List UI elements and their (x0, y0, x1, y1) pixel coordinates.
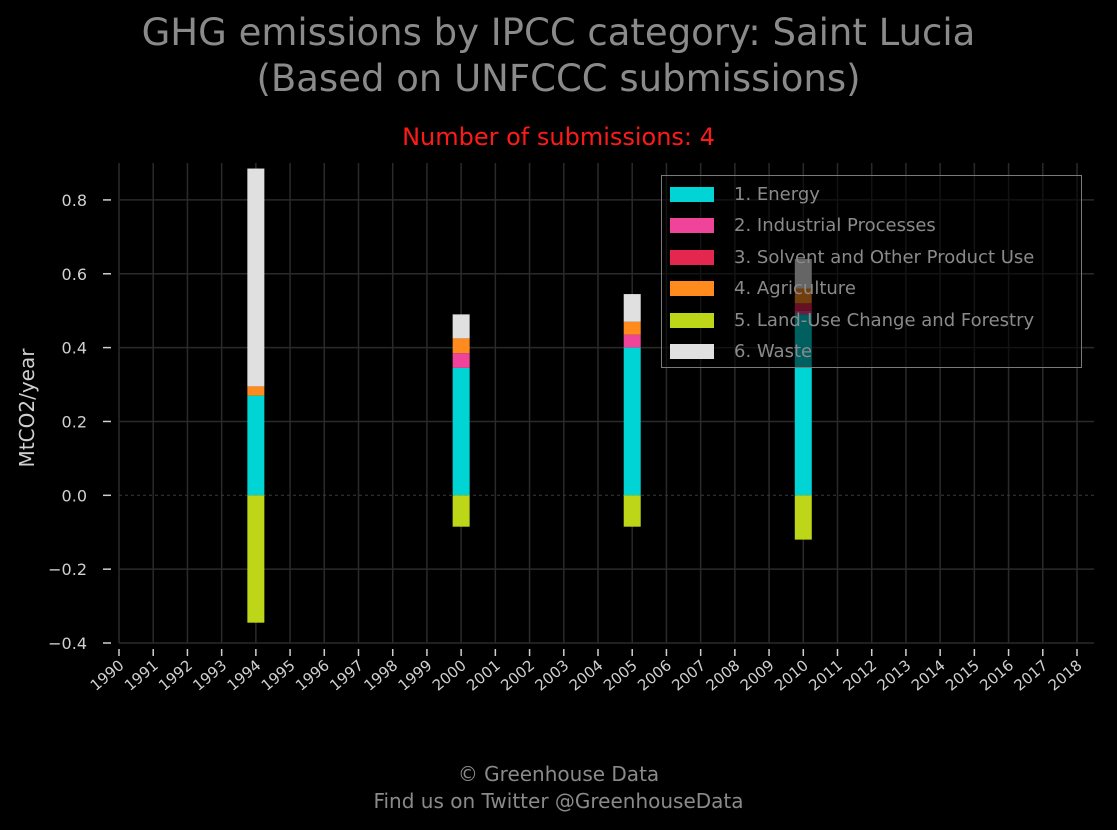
legend-item: 4. Agriculture (670, 277, 856, 301)
x-tick-label: 1994 (224, 656, 265, 694)
x-tick-label: 2009 (737, 656, 778, 694)
x-tick-label: 2011 (805, 656, 846, 694)
x-tick-label: 2018 (1045, 656, 1086, 694)
x-tick-label: 1993 (189, 656, 230, 694)
x-tick-label: 2013 (874, 656, 915, 694)
legend-label: 3. Solvent and Other Product Use (734, 246, 1035, 268)
chart-legend: 1. Energy 2. Industrial Processes 3. Solve… (661, 175, 1082, 368)
bar-segment (247, 495, 265, 623)
y-tick-label: −0.4 (48, 634, 87, 653)
legend-item: 3. Solvent and Other Product Use (670, 245, 1034, 269)
bar-segment (623, 294, 641, 322)
x-tick-label: 1998 (360, 656, 401, 694)
chart-title-line1: GHG emissions by IPCC category: Saint Lu… (141, 11, 976, 54)
bar-segment (452, 338, 470, 354)
x-tick-label: 1995 (258, 656, 299, 694)
bar-segment (623, 334, 641, 348)
legend-swatch (670, 281, 714, 296)
x-tick-label: 2000 (429, 656, 470, 694)
legend-label: 1. Energy (734, 183, 820, 205)
bar-segment (623, 321, 641, 335)
y-tick-label: 0.2 (62, 412, 87, 431)
legend-label: 4. Agriculture (734, 278, 856, 299)
legend-label: 6. Waste (734, 341, 813, 362)
bar-segment (247, 386, 265, 396)
legend-label: 5. Land-Use Change and Forestry (734, 309, 1035, 331)
bar-segment (623, 495, 641, 527)
x-tick-label: 2005 (600, 656, 641, 694)
x-tick-label: 2017 (1011, 656, 1052, 694)
y-tick-label: −0.2 (48, 560, 87, 579)
y-axis-label: MtCO2/year (15, 348, 39, 468)
x-tick-label: 2003 (532, 656, 573, 694)
y-tick-label: 0.4 (62, 339, 87, 358)
x-tick-label: 2007 (668, 656, 709, 694)
bar-segment (452, 353, 470, 368)
y-tick-label: 0.0 (62, 486, 87, 505)
bar-segment (247, 168, 265, 387)
legend-item: 1. Energy (670, 182, 820, 206)
bar-segment (247, 395, 265, 496)
bar-segment (452, 495, 470, 527)
chart-subtitle: Number of submissions: 4 (402, 123, 715, 151)
x-tick-label: 1992 (155, 656, 196, 694)
x-tick-label: 1996 (292, 656, 333, 694)
legend-item: 6. Waste (670, 340, 812, 364)
x-tick-label: 2015 (942, 656, 983, 694)
x-tick-label: 1999 (395, 656, 436, 694)
legend-item: 5. Land-Use Change and Forestry (670, 308, 1034, 332)
legend-swatch (670, 186, 714, 202)
x-tick-label: 2014 (908, 656, 949, 694)
legend-swatch (670, 312, 714, 328)
legend-label: 2. Industrial Processes (734, 215, 936, 236)
y-tick-label: 0.6 (62, 265, 87, 284)
x-tick-label: 2008 (703, 656, 744, 694)
legend-swatch (670, 218, 714, 233)
legend-swatch (670, 344, 714, 359)
x-tick-label: 1997 (326, 656, 367, 694)
footer-twitter: Find us on Twitter @GreenhouseData (373, 789, 744, 813)
x-tick-label: 2001 (463, 656, 504, 694)
bar-segment (452, 367, 470, 496)
footer-copyright: © Greenhouse Data (457, 762, 660, 786)
bar-segment (623, 347, 641, 496)
x-tick-label: 2012 (839, 656, 880, 694)
legend-swatch (670, 249, 714, 265)
x-tick-label: 2004 (566, 656, 607, 694)
bar-segment (452, 314, 470, 339)
legend-item: 2. Industrial Processes (670, 214, 936, 238)
x-tick-label: 2002 (497, 656, 538, 694)
bar-segment (794, 495, 812, 540)
x-tick-label: 2006 (634, 656, 675, 694)
chart-title-line2: (Based on UNFCCC submissions) (256, 57, 861, 100)
x-tick-label: 2016 (976, 656, 1017, 694)
x-tick-label: 2010 (771, 656, 812, 694)
y-tick-label: 0.8 (62, 191, 87, 210)
x-tick-label: 1990 (87, 656, 128, 694)
x-tick-label: 1991 (121, 656, 162, 694)
